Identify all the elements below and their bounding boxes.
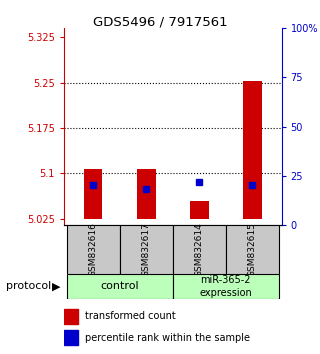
- Text: ▶: ▶: [52, 281, 60, 291]
- Bar: [190, 201, 209, 219]
- Text: miR-365-2
expression: miR-365-2 expression: [199, 275, 252, 298]
- Text: percentile rank within the sample: percentile rank within the sample: [85, 332, 250, 343]
- Bar: [67, 225, 120, 274]
- Bar: [137, 169, 156, 219]
- Text: GSM832615: GSM832615: [248, 222, 257, 277]
- Bar: [173, 274, 279, 299]
- Bar: [173, 225, 226, 274]
- Text: GDS5496 / 7917561: GDS5496 / 7917561: [93, 16, 227, 29]
- Bar: [64, 330, 78, 345]
- Bar: [226, 225, 279, 274]
- Bar: [67, 274, 173, 299]
- Bar: [84, 169, 102, 219]
- Text: GSM832617: GSM832617: [142, 222, 151, 277]
- Text: transformed count: transformed count: [85, 312, 176, 321]
- Bar: [120, 225, 173, 274]
- Text: GSM832614: GSM832614: [195, 222, 204, 277]
- Text: GSM832616: GSM832616: [89, 222, 98, 277]
- Text: protocol: protocol: [6, 281, 52, 291]
- Bar: [64, 309, 78, 324]
- Text: control: control: [100, 281, 139, 291]
- Bar: [243, 81, 262, 219]
